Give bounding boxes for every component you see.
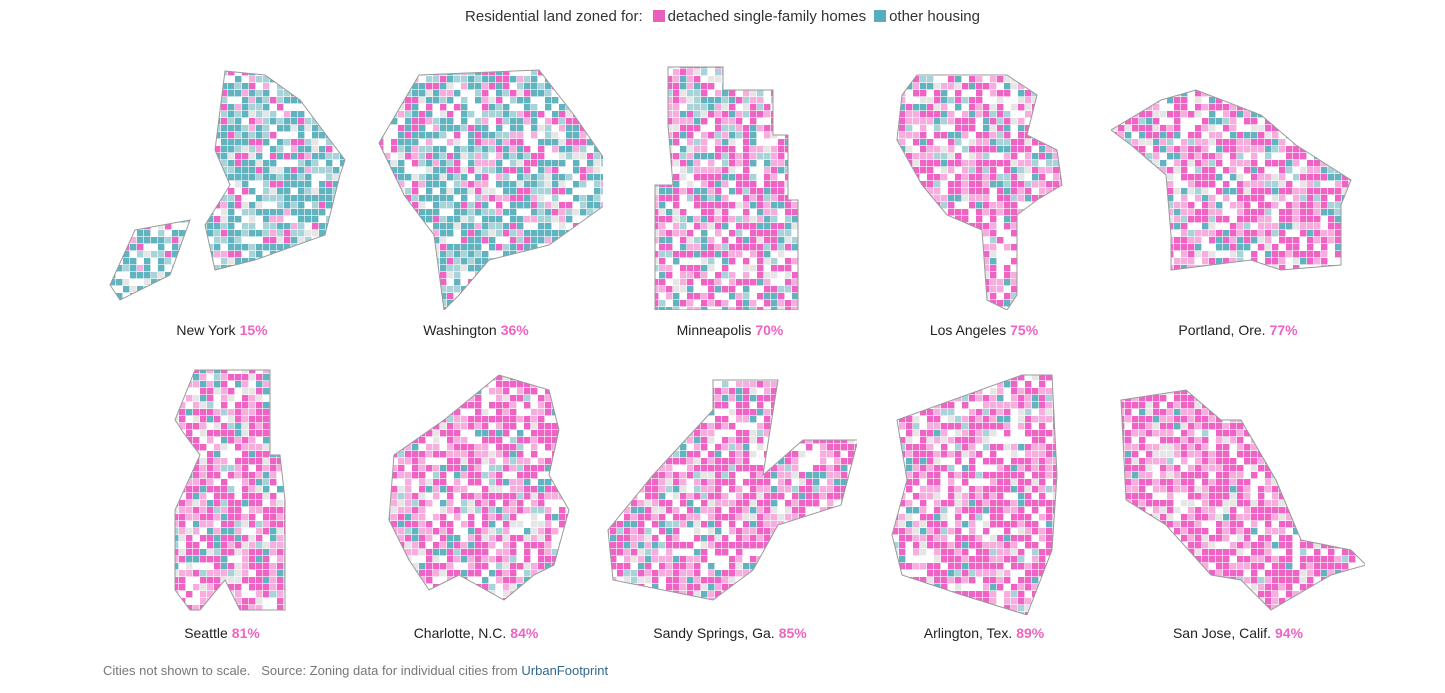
city-outline (891, 374, 1058, 615)
city-label-seattle: Seattle 81% (95, 625, 349, 641)
city-name: New York (176, 322, 236, 338)
legend-swatch-other-housing (874, 10, 887, 22)
city-percent: 15% (239, 322, 268, 338)
city-percent: 89% (1016, 625, 1045, 641)
city-name: Charlotte, N.C. (413, 625, 507, 641)
city-name: San Jose, Calif. (1172, 625, 1272, 641)
city-label-minneapolis: Minneapolis 70% (603, 322, 857, 338)
city-label-new-york: New York 15% (95, 322, 349, 338)
city-outline (378, 69, 603, 310)
footer-source: Source: Zoning data for individual citie… (261, 663, 518, 678)
footer-scale-note: Cities not shown to scale. (103, 663, 251, 678)
city-percent: 77% (1269, 322, 1298, 338)
city-percent: 81% (231, 625, 260, 641)
legend-title: Residential land zoned for: (465, 8, 643, 25)
city-map-sandy-springs (607, 379, 857, 601)
city-label-charlotte: Charlotte, N.C. 84% (349, 625, 603, 641)
city-map-minneapolis (654, 66, 799, 310)
city-map-washington (378, 69, 603, 310)
city-outline (654, 66, 799, 310)
city-label-washington: Washington 36% (349, 322, 603, 338)
legend-swatch-single-family (652, 10, 665, 22)
city-outline (388, 374, 570, 601)
city-map-seattle (174, 369, 286, 611)
legend-label-other-housing: other housing (889, 8, 980, 25)
city-label-sandy-springs: Sandy Springs, Ga. 85% (603, 625, 857, 641)
city-label-san-jose: San Jose, Calif. 94% (1111, 625, 1365, 641)
city-name: Portland, Ore. (1178, 322, 1266, 338)
city-map-san-jose (1120, 389, 1365, 611)
city-outline (109, 70, 346, 301)
city-name: Washington (423, 322, 497, 338)
city-percent: 84% (510, 625, 539, 641)
city-outline (1111, 89, 1352, 271)
map-legend: Residential land zoned for: detached sing… (0, 8, 1445, 25)
city-percent: 70% (755, 322, 784, 338)
city-outline (1120, 389, 1365, 611)
city-name: Arlington, Tex. (923, 625, 1013, 641)
city-outline (607, 379, 857, 601)
city-label-los-angeles: Los Angeles 75% (857, 322, 1111, 338)
footer-note: Cities not shown to scale. Source: Zonin… (103, 663, 608, 678)
city-map-arlington (891, 374, 1058, 615)
city-map-portland (1111, 89, 1352, 271)
city-name: Seattle (184, 625, 228, 641)
city-percent: 85% (778, 625, 807, 641)
city-label-portland: Portland, Ore. 77% (1111, 322, 1365, 338)
city-name: Los Angeles (929, 322, 1007, 338)
city-name: Minneapolis (676, 322, 752, 338)
legend-label-single-family: detached single-family homes (667, 8, 867, 25)
city-percent: 36% (500, 322, 529, 338)
city-percent: 75% (1010, 322, 1039, 338)
city-map-new-york (109, 70, 346, 301)
city-name: Sandy Springs, Ga. (653, 625, 775, 641)
city-map-charlotte (388, 374, 570, 601)
city-label-arlington: Arlington, Tex. 89% (857, 625, 1111, 641)
city-outline (174, 369, 286, 611)
source-link-urbanfootprint[interactable]: UrbanFootprint (521, 663, 609, 678)
city-outline (896, 74, 1063, 310)
city-percent: 94% (1275, 625, 1304, 641)
city-map-los-angeles (896, 74, 1063, 310)
